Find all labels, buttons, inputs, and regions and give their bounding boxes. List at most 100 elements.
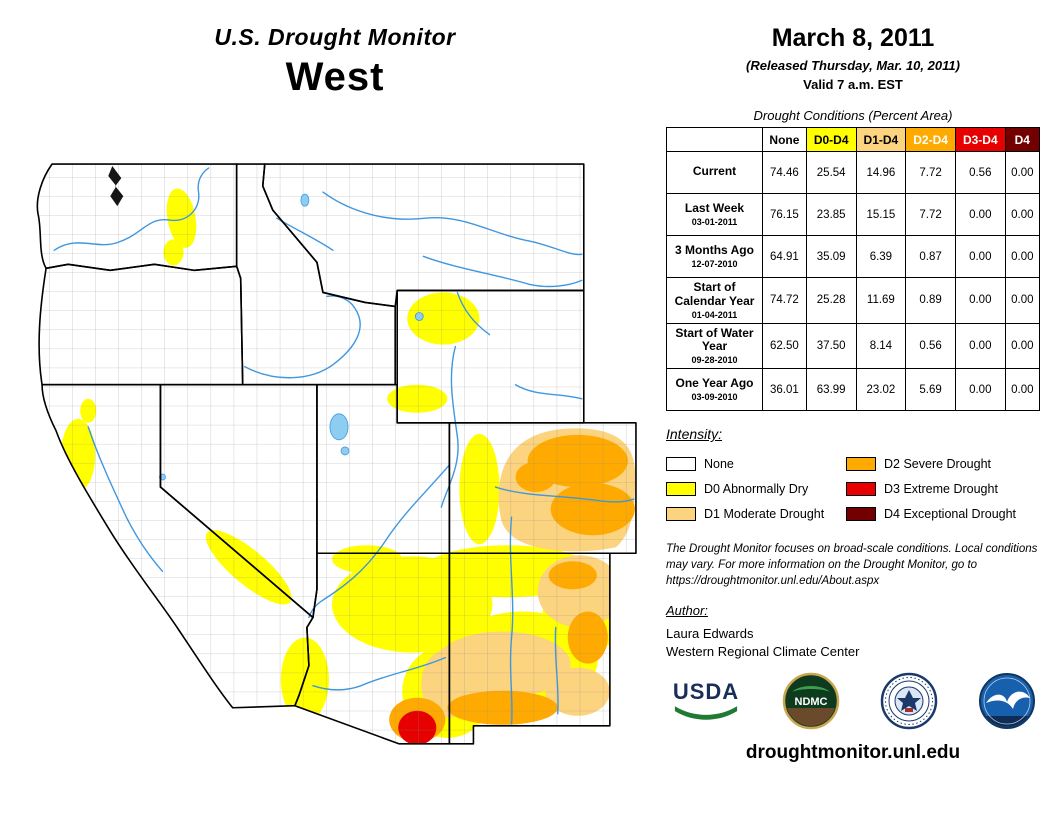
legend-item-d4: D4 Exceptional Drought (846, 506, 1040, 521)
drought-map (36, 163, 637, 745)
legend-swatch-d4 (846, 506, 876, 521)
author-organization: Western Regional Climate Center (666, 644, 860, 660)
drought-value: 63.99 (805, 368, 857, 412)
legend-swatch-d2 (846, 456, 876, 471)
column-header-none: None (762, 127, 807, 152)
row-label: Last Week 03-01-2011 (666, 193, 763, 236)
drought-value: 15.15 (855, 193, 907, 236)
column-header-d1-d4: D1-D4 (855, 127, 907, 152)
legend-label: D2 Severe Drought (884, 456, 992, 471)
drought-value: 0.00 (1004, 151, 1041, 194)
table-row: Last Week 03-01-2011 76.15 23.85 15.15 7… (666, 193, 1041, 236)
drought-value: 0.56 (905, 322, 956, 370)
table-row: Current 74.46 25.54 14.96 7.72 0.56 0.00 (666, 151, 1041, 194)
drought-value: 62.50 (762, 322, 807, 370)
drought-value: 0.00 (1004, 235, 1041, 278)
legend-label: D3 Extreme Drought (884, 481, 998, 496)
table-corner-cell (666, 127, 763, 152)
column-header-d3-d4: D3-D4 (954, 127, 1006, 152)
row-label-text: Start of Calendar Year (674, 280, 755, 308)
row-label-date: 09-28-2010 (691, 355, 738, 366)
table-row: Start of Water Year 09-28-2010 62.50 37.… (666, 322, 1041, 370)
row-label-text: 3 Months Ago (675, 243, 754, 258)
ndmc-seal-icon: NDMC (782, 673, 840, 730)
agency-logos: USDA NDMC (666, 672, 1040, 730)
drought-value: 74.46 (762, 151, 807, 194)
row-label-date: 12-07-2010 (691, 258, 738, 269)
drought-value: 14.96 (855, 151, 907, 194)
row-label-date: 03-01-2011 (691, 216, 738, 227)
title-block: U.S. Drought Monitor West (75, 24, 595, 100)
usda-swoosh-icon (674, 706, 738, 721)
usda-logo: USDA (670, 681, 742, 721)
row-label: Start of Water Year 09-28-2010 (666, 322, 763, 370)
ndmc-logo: NDMC (782, 672, 840, 730)
legend-label: None (704, 456, 734, 471)
drought-value: 0.00 (1004, 322, 1041, 370)
drought-value: 8.14 (855, 322, 907, 370)
valid-time: Valid 7 a.m. EST (803, 77, 903, 92)
commerce-seal-icon (880, 673, 938, 730)
puget-sound (108, 166, 124, 207)
drought-value: 76.15 (762, 193, 807, 236)
row-label: One Year Ago 03-09-2010 (666, 368, 763, 412)
row-label: 3 Months Ago 12-07-2010 (666, 235, 763, 278)
legend-title: Intensity: (666, 426, 723, 443)
drought-value: 25.28 (805, 277, 857, 324)
author-name: Laura Edwards (666, 626, 754, 642)
drought-value: 23.02 (855, 368, 907, 412)
author-heading: Author: (666, 603, 708, 619)
drought-value: 7.72 (905, 193, 956, 236)
legend-label: D4 Exceptional Drought (884, 506, 1017, 521)
drought-value: 11.69 (855, 277, 907, 324)
release-date: (Released Thursday, Mar. 10, 2011) (746, 58, 960, 73)
table-caption: Drought Conditions (Percent Area) (753, 108, 953, 123)
legend: None D0 Abnormally Dry D1 Moderate Droug… (666, 451, 1040, 526)
drought-value: 25.54 (805, 151, 857, 194)
drought-value: 0.00 (954, 193, 1006, 236)
map-date: March 8, 2011 (771, 24, 935, 52)
drought-value: 0.00 (954, 277, 1006, 324)
drought-value: 0.89 (905, 277, 956, 324)
drought-value: 0.00 (1004, 193, 1041, 236)
drought-value: 6.39 (855, 235, 907, 278)
legend-swatch-d3 (846, 481, 876, 496)
table-row: Start of Calendar Year 01-04-2011 74.72 … (666, 277, 1041, 324)
footer-url: droughtmonitor.unl.edu (745, 742, 961, 764)
column-header-d0-d4: D0-D4 (805, 127, 857, 152)
drought-value: 0.00 (1004, 368, 1041, 412)
drought-value: 0.00 (954, 368, 1006, 412)
commerce-seal-logo (880, 672, 938, 730)
drought-value: 23.85 (805, 193, 857, 236)
row-label-text: One Year Ago (675, 376, 754, 391)
noaa-logo (978, 672, 1036, 730)
drought-value: 35.09 (805, 235, 857, 278)
column-header-d2-d4: D2-D4 (905, 127, 956, 152)
county-boundaries (37, 164, 636, 744)
legend-item-none: None (666, 456, 846, 471)
drought-value: 0.00 (954, 322, 1006, 370)
legend-item-d0: D0 Abnormally Dry (666, 481, 846, 496)
map-container (26, 158, 648, 793)
legend-swatch-none (666, 456, 696, 471)
table-row: One Year Ago 03-09-2010 36.01 63.99 23.0… (666, 368, 1041, 412)
drought-value: 0.56 (954, 151, 1006, 194)
disclaimer-text: The Drought Monitor focuses on broad-sca… (666, 543, 1038, 588)
map-fill-layers (37, 164, 636, 744)
table-row: 3 Months Ago 12-07-2010 64.91 35.09 6.39… (666, 235, 1041, 278)
drought-value: 64.91 (762, 235, 807, 278)
row-label-date: 03-09-2010 (691, 392, 738, 403)
drought-value: 0.00 (954, 235, 1006, 278)
legend-label: D0 Abnormally Dry (704, 481, 809, 496)
column-header-d4: D4 (1004, 127, 1041, 152)
row-label-text: Start of Water Year (675, 325, 754, 354)
drought-value: 5.69 (905, 368, 956, 412)
drought-conditions-table: None D0-D4 D1-D4 D2-D4 D3-D4 D4 Current … (666, 127, 1041, 412)
row-label: Current (666, 151, 763, 194)
legend-item-d2: D2 Severe Drought (846, 456, 1040, 471)
row-label-text: Last Week (684, 201, 745, 216)
page-title: U.S. Drought Monitor (214, 24, 456, 50)
row-label-text: Current (692, 164, 737, 179)
drought-value: 0.87 (905, 235, 956, 278)
legend-label: D1 Moderate Drought (704, 506, 825, 521)
